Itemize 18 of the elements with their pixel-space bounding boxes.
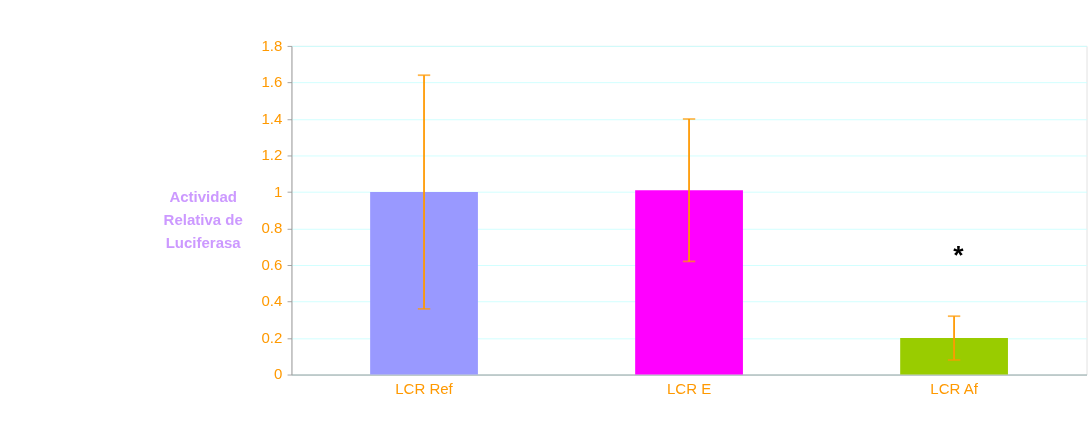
- y-tick-label: 0.8: [261, 219, 283, 237]
- y-tick-label: 0: [273, 365, 283, 383]
- bar: [370, 192, 478, 375]
- y-axis-title: Actividad Relativa de Luciferasa: [163, 188, 243, 252]
- annotation: *: [953, 240, 965, 271]
- y-tick-label: 0.6: [261, 255, 283, 273]
- x-tick-label: LCR Af: [930, 379, 979, 397]
- x-tick-label: LCR E: [666, 379, 712, 397]
- y-tick-label: 0.2: [261, 328, 283, 346]
- y-tick-label: 1: [273, 182, 283, 200]
- y-tick-label: 1.2: [261, 146, 283, 164]
- y-tick-label: 0.4: [261, 292, 283, 310]
- y-tick-label: 1.6: [261, 73, 283, 91]
- x-tick-label: LCR Ref: [395, 379, 454, 397]
- y-tick-label: 1.8: [261, 36, 283, 54]
- bar: [635, 190, 743, 375]
- y-tick-label: 1.4: [261, 109, 283, 127]
- bar: [900, 338, 1008, 375]
